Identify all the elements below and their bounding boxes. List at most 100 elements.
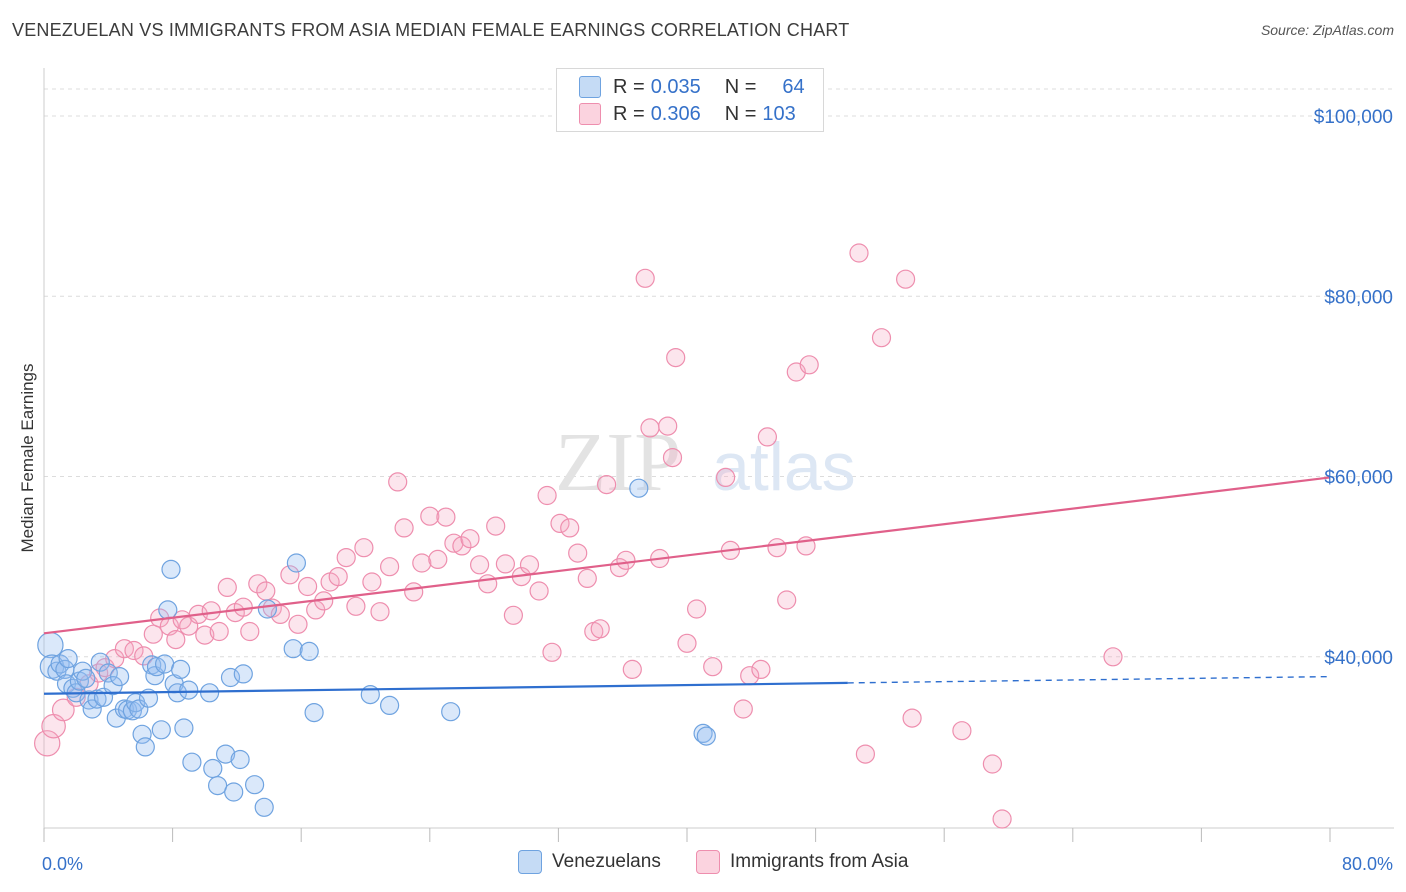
point-asia	[388, 472, 408, 492]
point-venezuelans	[76, 668, 96, 689]
point-asia	[412, 553, 432, 573]
y-tick-label: $100,000	[1314, 107, 1393, 128]
point-venezuelans	[441, 702, 461, 722]
point-asia	[166, 629, 186, 650]
point-asia	[733, 699, 753, 719]
r-label: R =	[613, 75, 645, 98]
point-asia	[346, 596, 366, 616]
point-asia	[470, 555, 490, 575]
point-venezuelans	[208, 775, 228, 796]
point-asia	[452, 536, 472, 556]
point-venezuelans	[129, 699, 149, 719]
tick-labels: $40,000 $60,000 $80,000 $100,000 0.0% 80.0%	[42, 107, 1393, 874]
n-label: N =	[724, 102, 757, 125]
point-venezuelans	[380, 695, 400, 716]
point-asia	[195, 625, 215, 645]
point-venezuelans	[132, 724, 152, 744]
point-venezuelans	[220, 667, 241, 688]
point-asia	[280, 565, 300, 585]
point-venezuelans	[98, 663, 118, 683]
chart-title: VENEZUELAN VS IMMIGRANTS FROM ASIA MEDIA…	[12, 20, 850, 40]
r-value: 0.306	[650, 102, 701, 125]
point-venezuelans	[216, 744, 236, 764]
legend-row-venezuelans: R = 0.035 N = 64	[579, 74, 805, 100]
y-tick-label: $60,000	[1324, 468, 1393, 489]
point-venezuelans	[155, 654, 175, 674]
legend-swatch-venezuelans	[518, 850, 542, 874]
series-legend: Venezuelans Immigrants from Asia	[0, 850, 1406, 878]
point-asia	[550, 513, 570, 534]
point-asia	[871, 328, 892, 348]
point-asia	[124, 640, 144, 661]
x-tick-label: 0.0%	[42, 854, 83, 874]
watermark-atlas: atlas	[712, 429, 856, 505]
point-asia	[616, 550, 636, 570]
point-venezuelans	[58, 648, 78, 669]
legend-swatch-asia	[579, 103, 601, 125]
point-asia	[658, 416, 678, 436]
point-asia	[328, 566, 348, 587]
point-asia	[703, 657, 723, 677]
y-tick-label: $80,000	[1324, 287, 1393, 308]
point-asia	[428, 549, 448, 570]
point-asia	[209, 621, 229, 642]
trend-line-venezuelans	[43, 681, 848, 695]
point-venezuelans	[696, 726, 716, 746]
point-asia	[404, 582, 424, 602]
point-asia	[982, 754, 1003, 774]
point-asia	[460, 529, 480, 549]
point-venezuelans	[158, 600, 178, 620]
point-asia	[298, 576, 318, 597]
point-venezuelans	[304, 702, 324, 723]
correlation-legend: R = 0.035 N = 64 R = 0.306 N = 103	[556, 68, 824, 132]
point-asia	[622, 659, 642, 680]
point-venezuelans	[161, 559, 181, 580]
point-venezuelans	[174, 718, 194, 738]
point-asia	[495, 554, 515, 574]
x-tick-label: 80.0%	[1342, 854, 1393, 874]
point-asia	[114, 639, 135, 659]
point-venezuelans	[283, 639, 303, 659]
point-asia	[640, 418, 660, 438]
point-asia	[757, 427, 778, 447]
grid-lines	[44, 88, 1394, 658]
point-asia	[336, 547, 356, 568]
trend-lines	[43, 476, 1331, 695]
point-venezuelans	[37, 631, 64, 659]
legend-row-asia: R = 0.306 N = 103	[579, 101, 796, 127]
point-venezuelans	[87, 689, 107, 709]
legend-item-asia[interactable]: Immigrants from Asia	[696, 850, 908, 874]
point-asia	[519, 555, 540, 575]
point-venezuelans	[230, 749, 250, 770]
r-label: R =	[613, 102, 645, 125]
legend-label-asia: Immigrants from Asia	[730, 851, 909, 872]
point-venezuelans	[135, 737, 155, 757]
point-asia	[542, 642, 562, 662]
point-venezuelans	[203, 758, 223, 779]
axes	[43, 68, 1394, 842]
point-venezuelans	[90, 652, 110, 672]
point-venezuelans	[179, 680, 199, 700]
point-venezuelans	[286, 553, 306, 573]
point-asia	[51, 698, 75, 722]
point-venezuelans	[109, 666, 130, 687]
legend-item-venezuelans[interactable]: Venezuelans	[518, 850, 661, 874]
point-asia	[503, 605, 524, 625]
point-asia	[240, 621, 260, 642]
point-venezuelans	[254, 797, 274, 817]
trend-line-venezuelans-extension	[847, 675, 1331, 684]
point-asia	[420, 506, 440, 526]
point-asia	[849, 243, 869, 263]
point-asia	[529, 581, 549, 601]
watermark: ZIP atlas	[555, 416, 856, 509]
point-venezuelans	[299, 641, 319, 662]
point-venezuelans	[233, 664, 253, 684]
source-label: Source: ZipAtlas.com	[1260, 22, 1394, 38]
point-asia	[662, 448, 683, 468]
point-asia	[354, 538, 374, 558]
point-asia	[568, 543, 588, 563]
point-venezuelans	[257, 599, 277, 619]
point-asia	[436, 507, 456, 527]
point-venezuelans	[138, 688, 159, 708]
